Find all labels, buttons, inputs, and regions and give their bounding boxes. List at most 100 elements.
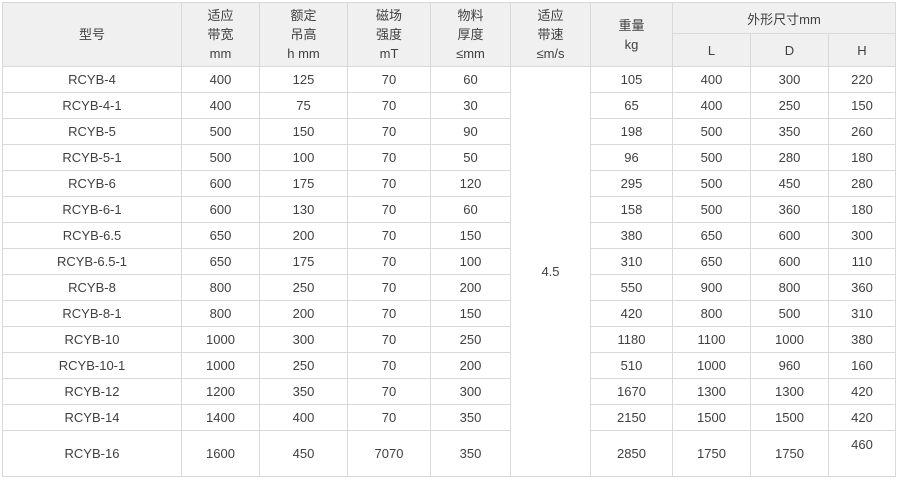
- header-bandwidth-unit: mm: [209, 46, 232, 61]
- lift-height-cell: 350: [259, 378, 348, 405]
- dim-h-cell: 220: [828, 66, 896, 93]
- header-thickness-unit: ≤mm: [456, 46, 485, 61]
- dim-l-cell: 650: [672, 222, 751, 249]
- weight-cell: 420: [590, 300, 673, 327]
- dim-h-cell: 180: [828, 144, 896, 171]
- dim-h-cell: 280: [828, 170, 896, 197]
- table-row: RCYB-6.5-1 650 175 70 100 310 650 600 110: [2, 248, 896, 275]
- header-thickness-line2: 厚度: [457, 27, 484, 42]
- weight-cell: 65: [590, 92, 673, 119]
- dim-h-cell: 360: [828, 274, 896, 301]
- lift-height-cell: 75: [259, 92, 348, 119]
- header-speed-unit: ≤m/s: [536, 46, 565, 61]
- material-thickness-cell: 300: [430, 378, 511, 405]
- material-thickness-cell: 200: [430, 274, 511, 301]
- lift-height-cell: 130: [259, 196, 348, 223]
- header-field-unit: mT: [379, 46, 399, 61]
- dim-h-cell: 420: [828, 404, 896, 431]
- dim-h-cell: 380: [828, 326, 896, 353]
- field-strength-cell: 70: [347, 144, 431, 171]
- dim-l-cell: 900: [672, 274, 751, 301]
- bandwidth-cell: 1000: [181, 352, 260, 379]
- lift-height-cell: 125: [259, 66, 348, 93]
- table-row: RCYB-14 1400 400 70 350 2150 1500 1500 420: [2, 404, 896, 431]
- table-row: RCYB-4-1 400 75 70 30 65 400 250 150: [2, 92, 896, 119]
- table-row: RCYB-5 500 150 70 90 198 500 350 260: [2, 118, 896, 145]
- model-cell: RCYB-6.5: [2, 222, 182, 249]
- header-lift-height: 额定 吊高 h mm: [259, 2, 348, 67]
- dim-d-cell: 800: [750, 274, 829, 301]
- dim-h-cell: 460: [828, 430, 896, 477]
- header-field-line2: 强度: [375, 27, 402, 42]
- dim-h-cell: 300: [828, 222, 896, 249]
- bandwidth-cell: 800: [181, 300, 260, 327]
- material-thickness-cell: 100: [430, 248, 511, 275]
- material-thickness-cell: 350: [430, 404, 511, 431]
- dim-l-cell: 500: [672, 144, 751, 171]
- field-strength-cell: 70: [347, 118, 431, 145]
- dim-l-cell: 1300: [672, 378, 751, 405]
- table-row: RCYB-6 600 175 70 120 295 500 450 280: [2, 170, 896, 197]
- table-row: RCYB-10-1 1000 250 70 200 510 1000 960 160: [2, 352, 896, 379]
- spec-table-body: RCYB-4 400 125 70 60 4.5 105 400 300 220 RCYB-4-1 4…: [2, 66, 896, 477]
- bandwidth-cell: 400: [181, 92, 260, 119]
- field-strength-cell: 70: [347, 326, 431, 353]
- spec-table: 型号 适应 带宽 mm 额定 吊高 h mm 磁场 强度 mT: [2, 2, 896, 477]
- table-row: RCYB-6.5 650 200 70 150 380 650 600 300: [2, 222, 896, 249]
- belt-speed-merged-cell: 4.5: [510, 66, 591, 477]
- lift-height-cell: 300: [259, 326, 348, 353]
- model-cell: RCYB-10: [2, 326, 182, 353]
- lift-height-cell: 250: [259, 274, 348, 301]
- weight-cell: 550: [590, 274, 673, 301]
- field-strength-cell: 70: [347, 170, 431, 197]
- dim-d-cell: 250: [750, 92, 829, 119]
- bandwidth-cell: 1600: [181, 430, 260, 477]
- header-dim-h: H: [828, 33, 896, 67]
- model-cell: RCYB-6: [2, 170, 182, 197]
- bandwidth-cell: 600: [181, 170, 260, 197]
- dim-l-cell: 400: [672, 92, 751, 119]
- header-model: 型号: [2, 2, 182, 67]
- dim-d-cell: 300: [750, 66, 829, 93]
- model-cell: RCYB-8-1: [2, 300, 182, 327]
- dim-d-cell: 450: [750, 170, 829, 197]
- material-thickness-cell: 60: [430, 66, 511, 93]
- model-cell: RCYB-6.5-1: [2, 248, 182, 275]
- bandwidth-cell: 650: [181, 222, 260, 249]
- weight-cell: 2150: [590, 404, 673, 431]
- material-thickness-cell: 250: [430, 326, 511, 353]
- lift-height-cell: 150: [259, 118, 348, 145]
- header-field-line1: 磁场: [375, 8, 402, 23]
- table-row: RCYB-8 800 250 70 200 550 900 800 360: [2, 274, 896, 301]
- model-cell: RCYB-16: [2, 430, 182, 477]
- field-strength-cell: 7070: [347, 430, 431, 477]
- table-row: RCYB-8-1 800 200 70 150 420 800 500 310: [2, 300, 896, 327]
- header-lift-line1: 额定: [290, 8, 317, 23]
- dim-d-cell: 1500: [750, 404, 829, 431]
- table-row: RCYB-10 1000 300 70 250 1180 1100 1000 380: [2, 326, 896, 353]
- header-speed-line1: 适应: [537, 8, 564, 23]
- table-header: 型号 适应 带宽 mm 额定 吊高 h mm 磁场 强度 mT: [2, 2, 896, 67]
- material-thickness-cell: 90: [430, 118, 511, 145]
- table-row: RCYB-16 1600 450 7070 350 2850 1750 1750 460: [2, 430, 896, 477]
- lift-height-cell: 200: [259, 300, 348, 327]
- field-strength-cell: 70: [347, 248, 431, 275]
- header-field-strength: 磁场 强度 mT: [347, 2, 431, 67]
- field-strength-cell: 70: [347, 300, 431, 327]
- dim-l-cell: 1100: [672, 326, 751, 353]
- material-thickness-cell: 120: [430, 170, 511, 197]
- dim-h-cell: 160: [828, 352, 896, 379]
- field-strength-cell: 70: [347, 66, 431, 93]
- dim-l-cell: 500: [672, 118, 751, 145]
- model-cell: RCYB-6-1: [2, 196, 182, 223]
- material-thickness-cell: 200: [430, 352, 511, 379]
- field-strength-cell: 70: [347, 352, 431, 379]
- field-strength-cell: 70: [347, 196, 431, 223]
- lift-height-cell: 100: [259, 144, 348, 171]
- weight-cell: 2850: [590, 430, 673, 477]
- weight-cell: 1670: [590, 378, 673, 405]
- bandwidth-cell: 600: [181, 196, 260, 223]
- material-thickness-cell: 30: [430, 92, 511, 119]
- header-bandwidth-line1: 适应: [207, 8, 234, 23]
